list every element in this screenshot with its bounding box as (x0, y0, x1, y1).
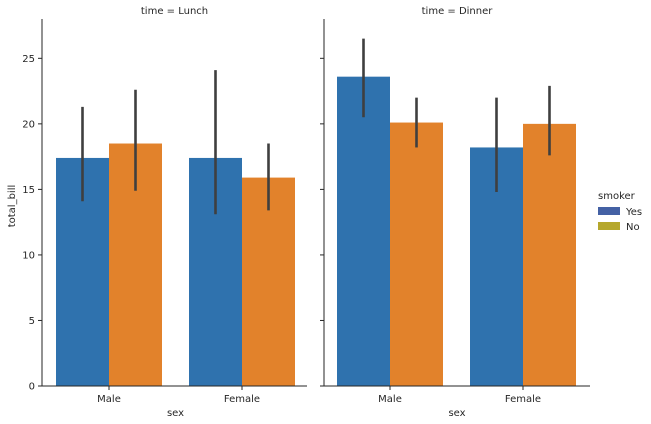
y-axis-label: total_bill (7, 185, 18, 228)
facet-panel-dinner: time = Dinner Male Female sex (320, 6, 590, 419)
x-tick-label: Male (378, 394, 402, 405)
legend-swatch-no (598, 222, 620, 230)
legend-label-yes: Yes (625, 207, 642, 218)
bar-no-female (242, 177, 295, 386)
x-axis-label: sex (448, 408, 465, 419)
legend-label-no: No (626, 222, 640, 233)
x-tick-label: Female (224, 394, 260, 405)
y-tick-label: 5 (29, 316, 35, 327)
bar-no-male (390, 122, 443, 387)
y-tick-label: 10 (22, 250, 35, 261)
x-tick-label: Male (97, 394, 121, 405)
x-axis-label: sex (167, 408, 184, 419)
legend-swatch-yes (598, 207, 620, 215)
y-tick-label: 0 (29, 382, 35, 393)
facet-panel-lunch: time = Lunch 0 5 10 15 20 25 Male Female sex (22, 6, 307, 419)
y-tick-label: 15 (22, 185, 35, 196)
y-tick-label: 20 (22, 119, 35, 130)
facet-title: time = Lunch (141, 6, 208, 17)
legend: smoker Yes No (598, 191, 642, 233)
bar-yes-male (337, 76, 390, 387)
bar-no-female (523, 123, 576, 386)
x-tick-label: Female (505, 394, 541, 405)
legend-title: smoker (598, 191, 636, 202)
y-tick-label: 25 (22, 54, 35, 65)
facet-title: time = Dinner (422, 6, 494, 17)
